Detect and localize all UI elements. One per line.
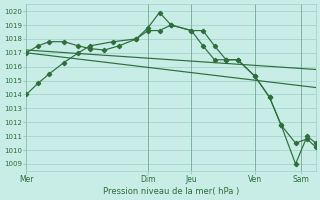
X-axis label: Pression niveau de la mer( hPa ): Pression niveau de la mer( hPa ) (103, 187, 239, 196)
